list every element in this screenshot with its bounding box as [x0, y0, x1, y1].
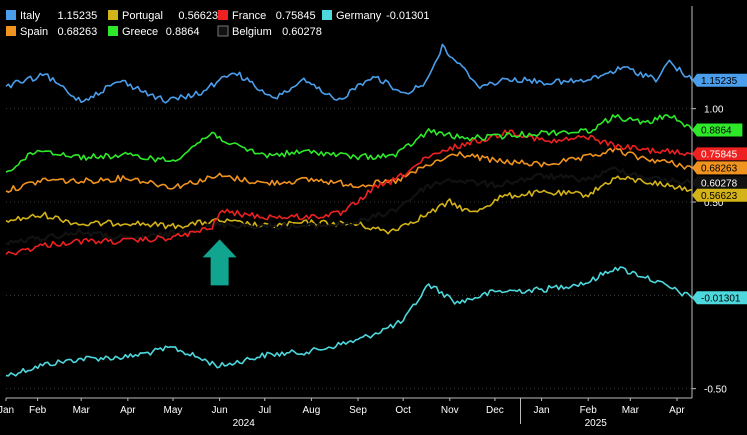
y-tick-label: 0.50	[704, 198, 724, 209]
tag-value: 0.68263	[701, 163, 738, 174]
series-line-germany	[5, 266, 693, 377]
tag-box	[692, 161, 747, 175]
x-tick-label: Jan	[0, 405, 14, 416]
legend-swatch	[322, 10, 332, 20]
series-lines	[5, 43, 693, 377]
legend-item-portugal: Portugal 0.56623	[108, 10, 218, 22]
x-tick-label: Oct	[395, 405, 411, 416]
legend-series-value: 0.75845	[276, 10, 316, 22]
x-tick-label: Apr	[669, 405, 685, 416]
y-tick-label: -0.50	[704, 385, 727, 396]
last-value-tag-france: 0.75845	[692, 147, 747, 160]
last-value-tag-germany: -0.01301	[692, 291, 747, 304]
legend-series-name: Belgium	[232, 26, 272, 38]
last-value-tags: 1.15235 0.8864 0.75845 0.68263 0.60278 0.5662…	[692, 73, 747, 304]
legend-series-value: -0.01301	[386, 10, 429, 22]
legend-series-name: Germany	[336, 10, 382, 22]
year-label: 2024	[233, 418, 256, 429]
last-value-tag-spain: 0.68263	[692, 161, 747, 174]
x-tick-label: Jul	[258, 405, 271, 416]
tag-box	[692, 147, 747, 161]
last-value-tag-portugal: 0.56623	[692, 188, 747, 202]
x-tick-label: Jun	[212, 405, 228, 416]
series-line-italy	[5, 43, 693, 104]
legend-item-belgium: Belgium 0.60278	[217, 25, 322, 38]
series-line-greece	[5, 114, 693, 173]
legend-item-greece: Greece 0.8864	[108, 26, 199, 38]
legend-series-name: Italy	[20, 10, 41, 22]
legend-swatch	[218, 10, 228, 20]
axes: 1.00 0.50 -0.50 Jan Feb Mar Apr May Jun Jul Aug Sep…	[0, 6, 727, 429]
x-tick-label: Sep	[349, 405, 367, 416]
legend-series-value: 0.68263	[58, 26, 98, 38]
x-tick-label: Mar	[73, 405, 91, 416]
series-line-france	[5, 129, 693, 256]
legend-swatch	[108, 10, 118, 20]
tag-value: 0.60278	[701, 178, 738, 189]
legend-series-value: 0.56623	[178, 10, 218, 22]
legend-item-spain: Spain 0.68263	[6, 26, 97, 38]
legend-swatch	[6, 10, 16, 20]
legend-series-value: 0.8864	[166, 26, 200, 38]
x-tick-label: Mar	[622, 405, 640, 416]
series-line-spain	[5, 147, 693, 193]
x-tick-label: Nov	[441, 405, 459, 416]
tag-box	[692, 73, 747, 87]
tag-box	[692, 291, 747, 305]
legend-item-germany: Germany -0.01301	[322, 10, 430, 22]
x-tick-label: Aug	[302, 405, 320, 416]
series-line-belgium	[5, 166, 693, 246]
x-tick-label: Jan	[533, 405, 549, 416]
y-tick-label: 1.00	[704, 105, 724, 116]
last-value-tag-belgium: 0.60278	[692, 176, 747, 189]
year-label: 2025	[585, 418, 608, 429]
legend-swatch	[108, 26, 118, 36]
last-value-tag-greece: 0.8864	[692, 123, 743, 137]
x-tick-label: Apr	[120, 405, 136, 416]
annotation-layer	[202, 239, 237, 286]
tag-value: 0.56623	[701, 191, 738, 202]
tag-box	[692, 123, 743, 137]
legend-swatch	[217, 25, 229, 37]
legend-series-name: Greece	[122, 26, 158, 38]
up-arrow-icon	[202, 239, 237, 286]
legend: Italy 1.15235 Portugal 0.56623 France 0.75845…	[6, 10, 430, 38]
x-tick-label: Dec	[486, 405, 504, 416]
legend-swatch	[6, 26, 16, 36]
legend-series-name: Portugal	[122, 10, 163, 22]
x-tick-label: Feb	[29, 405, 47, 416]
x-tick-label: Feb	[580, 405, 598, 416]
tag-value: -0.01301	[701, 293, 741, 304]
x-tick-label: May	[164, 405, 183, 416]
legend-series-value: 1.15235	[58, 10, 98, 22]
last-value-tag-italy: 1.15235	[692, 73, 747, 87]
tag-box	[692, 188, 747, 202]
legend-item-france: France 0.75845	[218, 10, 316, 22]
tag-value: 0.75845	[701, 149, 738, 160]
tag-box	[692, 176, 747, 190]
legend-item-italy: Italy 1.15235	[6, 10, 97, 22]
tag-value: 1.15235	[701, 76, 738, 87]
tag-value: 0.8864	[701, 126, 732, 137]
legend-series-name: Spain	[20, 26, 48, 38]
legend-series-value: 0.60278	[282, 26, 322, 38]
legend-series-name: France	[232, 10, 266, 22]
